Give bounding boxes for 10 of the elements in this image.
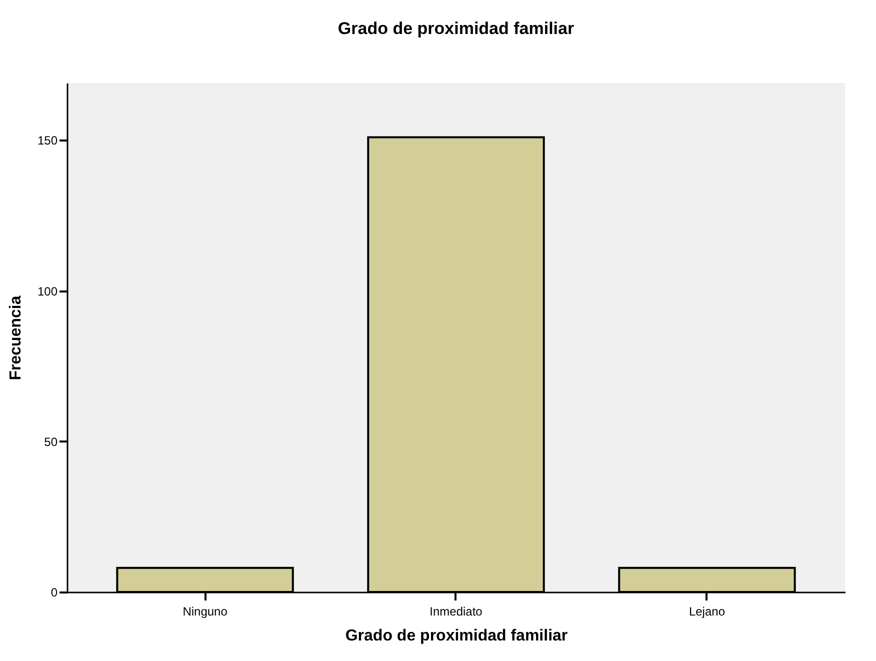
y-tick-label: 100 bbox=[37, 284, 58, 298]
chart-title: Grado de proximidad familiar bbox=[338, 19, 574, 38]
y-tick-label: 0 bbox=[50, 586, 58, 600]
y-tick-label: 50 bbox=[44, 434, 58, 449]
y-tick-label: 150 bbox=[37, 134, 58, 148]
x-tick-label: Ninguno bbox=[182, 604, 228, 618]
x-axis-title: Grado de proximidad familiar bbox=[345, 628, 568, 644]
x-tick-label: Inmediato bbox=[430, 604, 483, 618]
y-axis-title: Frecuencia bbox=[7, 296, 24, 380]
x-tick-label: Lejano bbox=[688, 604, 726, 618]
